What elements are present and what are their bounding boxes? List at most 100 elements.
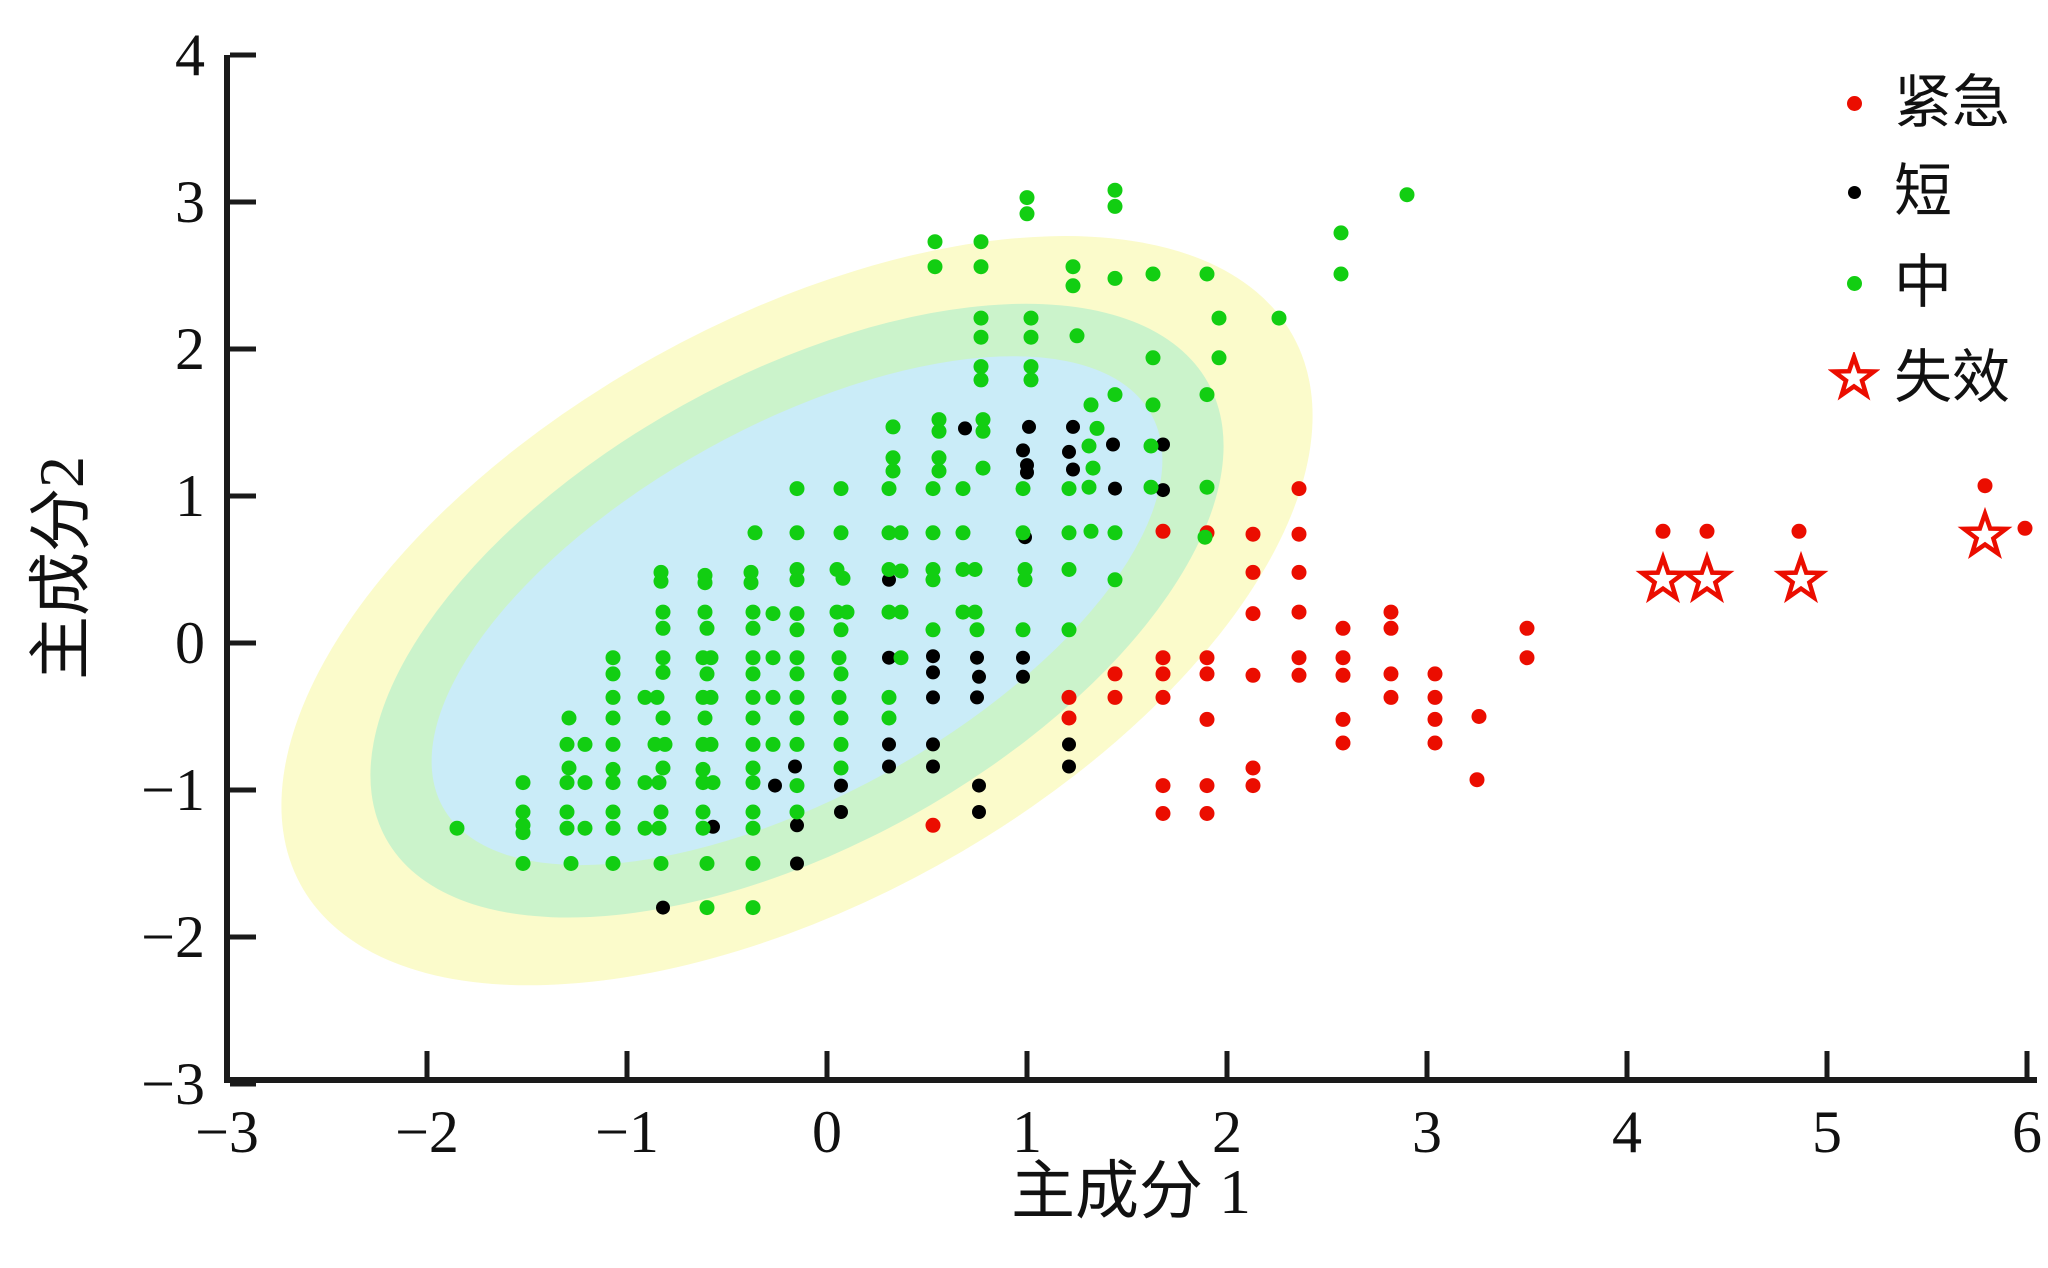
data-point <box>637 689 653 705</box>
data-point <box>789 606 805 622</box>
data-point <box>1015 481 1031 497</box>
data-point <box>745 900 761 916</box>
data-point <box>955 481 971 497</box>
data-point <box>1383 620 1399 636</box>
data-point <box>1066 462 1080 477</box>
data-point <box>1062 737 1076 752</box>
y-tick-label-4: 4 <box>175 22 205 88</box>
data-point <box>925 562 941 577</box>
data-point <box>605 650 621 666</box>
data-point <box>1291 604 1307 620</box>
data-point <box>745 650 761 666</box>
data-point <box>559 820 575 836</box>
data-point <box>1065 278 1081 294</box>
series-紧急 <box>925 478 2033 833</box>
data-point <box>881 525 897 541</box>
data-point <box>765 736 781 752</box>
data-point <box>745 820 761 836</box>
data-point <box>1427 689 1443 705</box>
data-point <box>1061 525 1077 541</box>
series-中 <box>449 182 1415 916</box>
data-point <box>1016 669 1030 684</box>
x-tick-label--1: −1 <box>595 1099 659 1165</box>
data-point <box>561 760 577 776</box>
data-point <box>1519 620 1535 636</box>
data-point <box>973 259 989 275</box>
data-point <box>765 650 781 666</box>
data-point <box>637 775 653 791</box>
data-point <box>1199 479 1215 495</box>
data-point <box>1199 266 1215 282</box>
data-point <box>970 690 984 705</box>
data-point <box>1977 478 1993 494</box>
data-point <box>927 234 943 250</box>
data-point <box>1019 190 1035 206</box>
data-point <box>745 856 761 871</box>
data-point <box>882 759 896 774</box>
data-point <box>657 736 673 752</box>
x-tick-label-3: 3 <box>1412 1099 1442 1165</box>
data-point <box>1015 622 1031 638</box>
data-point <box>605 736 621 752</box>
data-point <box>653 573 669 589</box>
data-point <box>768 778 782 793</box>
data-point <box>833 622 849 638</box>
data-point <box>577 736 593 752</box>
data-point <box>1062 444 1076 459</box>
data-point <box>1155 650 1171 666</box>
data-point <box>881 481 897 497</box>
data-point <box>745 710 761 726</box>
data-point <box>2017 520 2033 536</box>
data-point <box>833 666 849 682</box>
data-point <box>1017 562 1033 577</box>
data-point <box>926 690 940 705</box>
data-point <box>833 481 849 497</box>
data-point <box>1023 372 1039 388</box>
data-point <box>893 604 909 620</box>
data-point <box>972 669 986 684</box>
data-point <box>1107 387 1123 403</box>
data-point <box>1519 650 1535 666</box>
data-point <box>1333 225 1349 241</box>
data-point <box>1022 419 1036 434</box>
data-point <box>1335 650 1351 666</box>
data-point <box>745 689 761 705</box>
data-point <box>925 525 941 541</box>
x-tick-label-1: 1 <box>1012 1099 1042 1165</box>
data-point <box>1291 667 1307 683</box>
data-point <box>834 805 848 819</box>
data-point <box>1427 711 1443 727</box>
data-point <box>975 460 991 476</box>
data-point <box>1469 772 1485 788</box>
data-point <box>655 650 671 666</box>
data-point <box>926 737 940 752</box>
data-point <box>655 760 671 776</box>
data-point <box>1155 806 1171 821</box>
data-point <box>839 604 855 620</box>
data-point <box>893 650 909 666</box>
data-point <box>881 689 897 705</box>
data-point <box>931 463 947 479</box>
data-point <box>972 778 986 793</box>
data-point <box>881 562 897 577</box>
data-point <box>881 710 897 726</box>
x-tick-label--2: −2 <box>395 1099 459 1165</box>
data-point <box>653 856 669 871</box>
data-point <box>1335 735 1351 751</box>
data-point <box>747 525 763 541</box>
data-point <box>559 775 575 791</box>
data-point <box>1061 562 1077 577</box>
data-point <box>789 778 805 794</box>
data-point <box>1291 526 1307 542</box>
data-point <box>1061 710 1077 726</box>
data-point <box>1083 523 1099 539</box>
data-point <box>885 450 901 466</box>
data-point <box>973 234 989 250</box>
data-point <box>925 622 941 638</box>
data-point <box>651 820 667 836</box>
failure-star-marker <box>1773 550 1829 604</box>
data-point <box>515 804 531 820</box>
data-point <box>1065 259 1081 275</box>
data-point <box>1023 359 1039 375</box>
data-point <box>1791 523 1807 539</box>
